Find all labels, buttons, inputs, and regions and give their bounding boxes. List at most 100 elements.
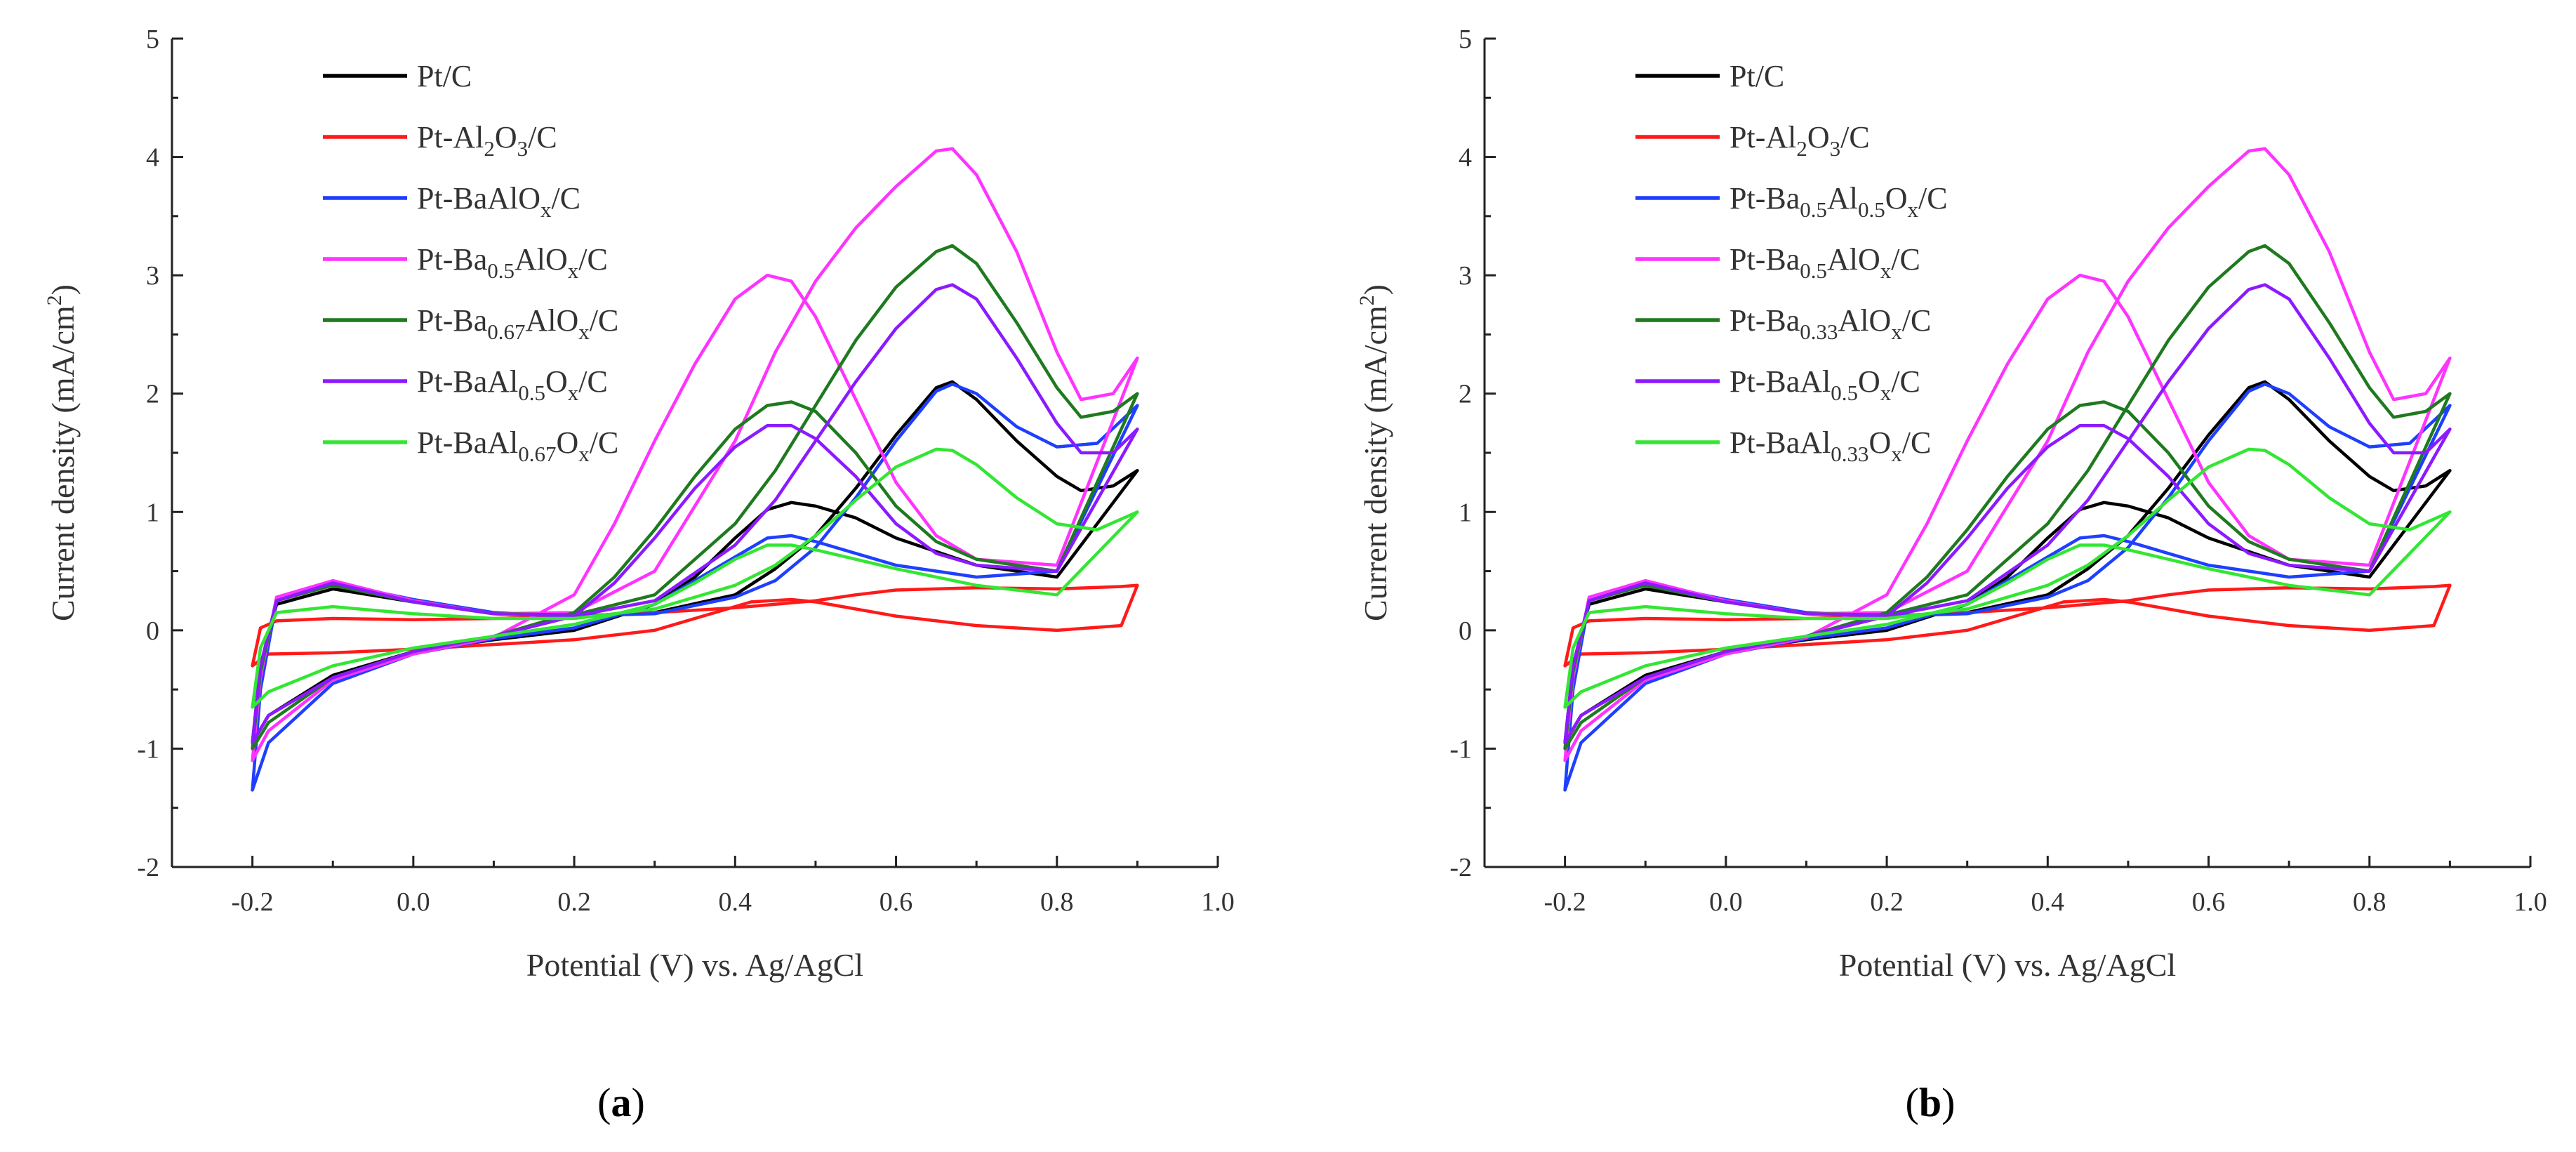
legend-label-subscript: 3	[517, 136, 529, 161]
x-tick-label: 0.8	[1040, 887, 1074, 917]
legend-label: Pt-Ba0.33AlOx/C	[1729, 303, 1931, 344]
series-line-pt-ba0-33alox-c	[1563, 244, 2452, 750]
legend-label: Pt-Ba0.5Al0.5Ox/C	[1729, 181, 1948, 222]
legend-label-subscript: x	[568, 258, 579, 283]
legend-label-part: Pt-Ba	[1729, 242, 1800, 277]
y-axis-title: Current density (mA/cm2)	[43, 284, 81, 621]
legend-label: Pt/C	[417, 59, 472, 93]
legend-label-part: O	[1885, 181, 1908, 216]
x-tick-label: 0.4	[2031, 887, 2065, 917]
panel-caption-open: (	[597, 1080, 611, 1125]
legend-label-part: /C	[578, 242, 608, 277]
x-tick-label: 0.0	[1709, 887, 1743, 917]
legend-label-part: O	[1858, 364, 1880, 399]
legend-label: Pt-BaAl0.5Ox/C	[1729, 364, 1920, 405]
legend-label-subscript: 0.5	[1800, 197, 1827, 222]
legend-label-part: /C	[590, 303, 619, 338]
legend-label-part: /C	[578, 364, 608, 399]
series-line-pt-ba0-5alox-c	[1563, 147, 2452, 762]
legend-label-part: /C	[1891, 242, 1920, 277]
y-tick-label: 0	[146, 616, 159, 646]
legend-label-part: Pt-Al	[1729, 120, 1796, 154]
legend-label-part: Pt-Ba	[417, 303, 487, 338]
legend-label-part: AlO	[525, 303, 578, 338]
y-tick-label: 4	[146, 143, 159, 173]
x-tick-label: 0.2	[1870, 887, 1904, 917]
x-axis-title: Potential (V) vs. Ag/AgCl	[526, 947, 863, 983]
legend-label: Pt-BaAl0.5Ox/C	[417, 364, 608, 405]
legend-label-part: Pt-Ba	[417, 242, 487, 277]
panel-caption-close: )	[1941, 1080, 1955, 1125]
x-tick-label: 0.6	[879, 887, 913, 917]
y-axis-title-main: Current density (mA/cm	[1357, 305, 1393, 621]
legend-label-part: Pt-BaAl	[1729, 364, 1831, 399]
legend-label-subscript: 0.67	[487, 319, 525, 344]
legend-label-subscript: 0.5	[1858, 197, 1885, 222]
x-tick-label: -0.2	[232, 887, 274, 917]
x-tick-label: -0.2	[1544, 887, 1586, 917]
y-tick-label: 2	[1459, 380, 1472, 409]
y-axis-title-main: Current density (mA/cm	[45, 305, 81, 621]
y-tick-label: 5	[146, 25, 159, 54]
legend-label: Pt-Al2O3/C	[1729, 120, 1870, 161]
panel-caption-open: (	[1906, 1080, 1919, 1125]
legend-label-part: /C	[1891, 364, 1920, 399]
legend-label-part: O	[1868, 425, 1891, 460]
y-tick-label: -2	[1449, 853, 1472, 882]
y-tick-label: 3	[1459, 261, 1472, 291]
y-tick-label: 3	[146, 261, 159, 291]
x-tick-label: 0.4	[719, 887, 752, 917]
series-line-pt-baal0-5ox-c	[251, 283, 1139, 745]
x-tick-label: 0.0	[397, 887, 430, 917]
y-tick-label: -2	[137, 853, 159, 882]
panel-caption-letter: a	[611, 1080, 632, 1125]
legend-label-part: /C	[1902, 303, 1932, 338]
legend-label: Pt-Ba0.5AlOx/C	[417, 242, 608, 283]
y-axis-title-superscript: 2	[43, 295, 66, 305]
series-line-pt-baal0-67ox-c	[251, 447, 1139, 709]
legend-label-part: Al	[1827, 181, 1858, 216]
series-line-pt-baal0-33ox-c	[1563, 447, 2452, 709]
y-tick-label: 4	[1459, 143, 1472, 173]
legend-label-subscript: x	[578, 442, 590, 466]
series-line-pt-ba0-5alox-c	[251, 147, 1139, 762]
legend-label-subscript: 0.5	[1800, 258, 1827, 283]
legend-label-part: AlO	[514, 242, 568, 277]
legend-label-subscript: 0.5	[1831, 380, 1858, 405]
y-tick-label: 0	[1459, 616, 1472, 646]
y-axis-title-end: )	[1357, 284, 1393, 295]
y-tick-label: -1	[137, 734, 159, 764]
y-tick-label: 2	[146, 380, 159, 409]
legend-label-subscript: 0.33	[1831, 442, 1868, 466]
x-tick-label: 0.2	[557, 887, 591, 917]
legend-label-part: Pt-BaAl	[417, 364, 518, 399]
legend-label-part: O	[495, 120, 517, 154]
legend-label-subscript: x	[1891, 442, 1902, 466]
legend-label-part: /C	[1902, 425, 1932, 460]
legend-label-part: Pt-Al	[417, 120, 484, 154]
legend-label-subscript: x	[1908, 197, 1919, 222]
legend-label-part: AlO	[1838, 303, 1891, 338]
legend-label-part: /C	[1840, 120, 1870, 154]
legend-label-part: Pt/C	[1729, 59, 1784, 93]
legend-label-part: Pt-BaAl	[417, 425, 518, 460]
legend-label: Pt-Ba0.67AlOx/C	[417, 303, 618, 344]
y-tick-label: 5	[1459, 25, 1472, 54]
y-axis-title: Current density (mA/cm2)	[1355, 284, 1393, 621]
x-tick-label: 0.6	[2192, 887, 2226, 917]
x-tick-label: 1.0	[2514, 887, 2547, 917]
y-axis-title-superscript: 2	[1355, 295, 1379, 305]
legend-label: Pt-Ba0.5AlOx/C	[1729, 242, 1920, 283]
y-tick-label: -1	[1449, 734, 1472, 764]
legend-label: Pt/C	[1729, 59, 1784, 93]
legend-label-subscript: 0.67	[518, 442, 556, 466]
panel-caption: (a)	[597, 1080, 645, 1125]
legend-label-subscript: x	[1880, 258, 1892, 283]
x-tick-label: 0.8	[2353, 887, 2386, 917]
legend-label-subscript: 2	[1796, 136, 1807, 161]
legend-label-subscript: x	[1880, 380, 1892, 405]
legend-label-subscript: 2	[484, 136, 495, 161]
